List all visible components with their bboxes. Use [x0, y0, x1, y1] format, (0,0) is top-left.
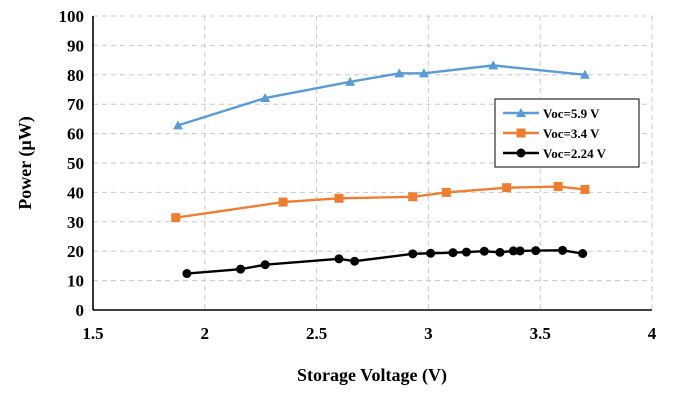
- legend-marker: [516, 108, 526, 117]
- legend-item: Voc=3.4 V: [503, 126, 600, 141]
- y-tick-label: 20: [67, 242, 84, 261]
- y-tick-label: 60: [67, 125, 84, 144]
- x-tick-label: 4: [648, 324, 657, 343]
- data-point: [171, 213, 181, 223]
- data-point: [334, 254, 344, 264]
- data-point: [350, 256, 360, 266]
- data-point: [495, 247, 505, 257]
- legend-item: Voc=2.24 V: [503, 146, 607, 161]
- data-point: [345, 76, 356, 86]
- data-point: [260, 93, 271, 103]
- data-point: [418, 68, 429, 78]
- axes: [92, 16, 652, 311]
- data-point: [441, 187, 451, 197]
- y-tick-label: 40: [67, 183, 84, 202]
- data-point: [553, 182, 563, 192]
- data-point: [502, 183, 512, 193]
- y-tick-label: 100: [59, 7, 85, 26]
- data-point: [579, 69, 590, 79]
- data-point: [278, 197, 288, 207]
- series-line: [175, 185, 586, 219]
- data-point: [558, 245, 568, 255]
- legend-item: Voc=5.9 V: [503, 106, 600, 121]
- data-point: [488, 60, 499, 70]
- legend-marker: [516, 148, 526, 158]
- legend-marker: [516, 128, 526, 138]
- x-tick-label: 3: [424, 324, 433, 343]
- data-point: [531, 246, 541, 256]
- data-point: [578, 249, 588, 259]
- y-tick-label: 10: [67, 272, 84, 291]
- data-point: [580, 184, 590, 194]
- y-tick-label: 0: [76, 301, 85, 320]
- data-point: [461, 247, 471, 257]
- y-tick-label: 70: [67, 95, 84, 114]
- y-axis-title: Power (µW): [15, 116, 36, 210]
- tick-labels: 0 10 20 30 40 50 60 70 80 90 100 1.5 2 2.5 3 3.5 4: [59, 7, 657, 343]
- data-point: [448, 248, 458, 258]
- legend-label: Voc=2.24 V: [543, 146, 607, 161]
- data-point: [236, 264, 246, 274]
- y-tick-label: 80: [67, 66, 84, 85]
- y-tick-label: 50: [67, 154, 84, 173]
- legend-label: Voc=3.4 V: [543, 126, 600, 141]
- legend: Voc=5.9 V Voc=3.4 V Voc=2.24 V: [494, 98, 640, 168]
- data-point: [479, 246, 489, 256]
- x-tick-label: 2: [201, 324, 210, 343]
- series-2: [171, 182, 590, 223]
- data-point: [394, 68, 405, 78]
- x-axis-title: Storage Voltage (V): [297, 365, 447, 386]
- series-layer: [171, 60, 590, 279]
- x-tick-label: 3.5: [530, 324, 551, 343]
- data-point: [172, 120, 183, 130]
- data-point: [408, 249, 418, 259]
- data-point: [515, 246, 525, 256]
- y-tick-label: 30: [67, 213, 84, 232]
- series-line: [186, 249, 583, 275]
- data-point: [260, 260, 270, 270]
- y-tick-label: 90: [67, 36, 84, 55]
- series-1: [172, 60, 590, 130]
- legend-label: Voc=5.9 V: [543, 106, 600, 121]
- data-point: [334, 193, 344, 203]
- x-tick-label: 1.5: [82, 324, 103, 343]
- x-tick-label: 2.5: [306, 324, 327, 343]
- data-point: [408, 192, 418, 202]
- series-3: [182, 245, 588, 279]
- data-point: [182, 269, 192, 279]
- data-point: [508, 246, 518, 256]
- data-point: [426, 248, 436, 258]
